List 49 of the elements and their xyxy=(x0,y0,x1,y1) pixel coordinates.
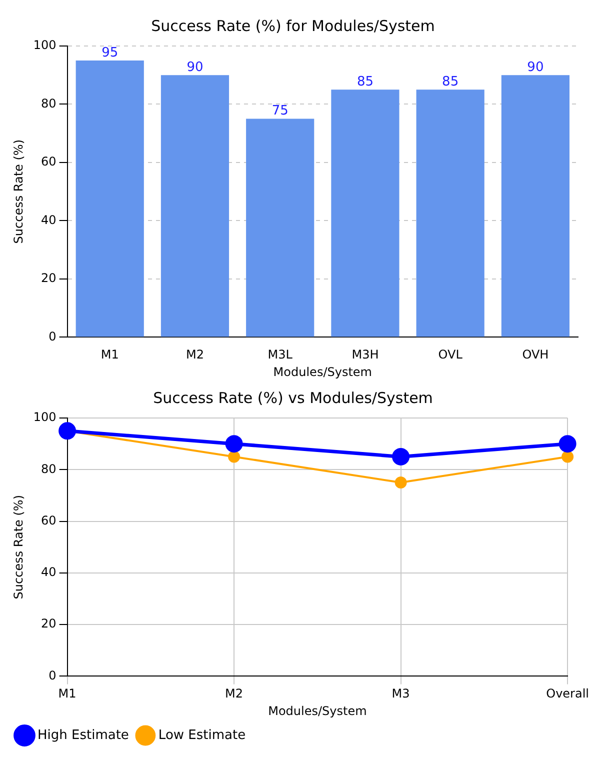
y-tick-label: 100 xyxy=(33,410,56,424)
point xyxy=(392,448,410,466)
x-axis-title: Modules/System xyxy=(273,364,372,379)
y-tick-label: 40 xyxy=(41,565,56,580)
point xyxy=(562,450,574,463)
point xyxy=(58,422,76,440)
bar xyxy=(331,90,400,337)
x-axis-title: Modules/System xyxy=(268,704,367,718)
x-tick-label: M3 xyxy=(392,686,410,701)
x-tick-label: M3L xyxy=(268,348,293,362)
y-axis-title: Success Rate (%) xyxy=(11,139,26,244)
x-tick-label: M2 xyxy=(186,348,204,362)
y-tick-label: 100 xyxy=(33,38,56,52)
x-tick-label: M1 xyxy=(100,348,119,362)
bar xyxy=(416,90,484,337)
x-tick-label: M3H xyxy=(352,348,379,362)
data-label: 85 xyxy=(442,74,459,90)
y-tick-label: 0 xyxy=(48,329,56,344)
y-tick-label: 0 xyxy=(48,668,56,682)
x-tick-label: M1 xyxy=(58,686,76,701)
chart-title: Success Rate (%) for Modules/System xyxy=(151,16,435,35)
y-tick-label: 80 xyxy=(41,462,56,476)
data-label: 85 xyxy=(356,74,374,90)
y-tick-label: 60 xyxy=(41,154,56,169)
bar xyxy=(76,60,144,337)
x-tick-label: M2 xyxy=(225,686,244,701)
point xyxy=(225,435,243,453)
data-label: 90 xyxy=(527,60,544,75)
data-label: 90 xyxy=(186,60,204,75)
point xyxy=(228,450,240,463)
data-label: 95 xyxy=(102,45,118,60)
x-tick-label: Overall xyxy=(546,686,590,701)
y-tick-label: 40 xyxy=(41,212,56,227)
legend-label: Low Estimate xyxy=(158,728,246,743)
bar xyxy=(160,75,230,337)
y-tick-label: 80 xyxy=(41,96,56,110)
x-tick-label: OVH xyxy=(522,348,549,362)
chart-title: Success Rate (%) vs Modules/System xyxy=(153,388,433,407)
bar xyxy=(501,75,570,337)
y-tick-label: 20 xyxy=(41,616,56,631)
point xyxy=(394,476,407,489)
y-axis-title: Success Rate (%) xyxy=(11,494,26,600)
legend-label: High Estimate xyxy=(38,728,129,743)
bar xyxy=(246,118,314,337)
data-label: 75 xyxy=(272,104,288,119)
point xyxy=(558,435,576,453)
y-tick-label: 60 xyxy=(41,513,56,528)
y-tick-label: 20 xyxy=(41,271,56,286)
x-tick-label: OVL xyxy=(438,348,463,362)
